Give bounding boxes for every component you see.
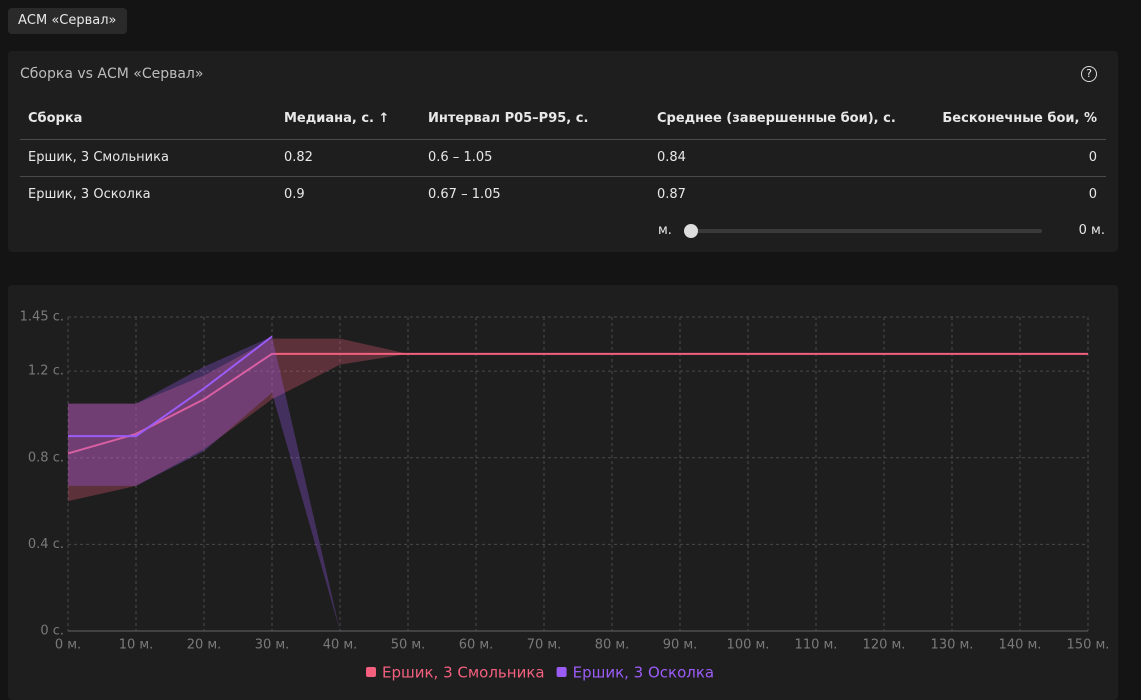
- table-cell: 0.6 – 1.05: [428, 150, 493, 165]
- x-tick-label: 120 м.: [863, 638, 906, 653]
- table-cell[interactable]: 0.82: [284, 150, 313, 165]
- x-tick-label: 10 м.: [119, 638, 154, 653]
- x-tick-label: 150 м.: [1067, 638, 1110, 653]
- table-cell: 0: [1088, 150, 1097, 165]
- y-tick-label: 0.4 с.: [28, 537, 64, 552]
- table-cell: Ершик, 3 Смольника: [28, 150, 169, 165]
- source-tag[interactable]: АСМ «Сервал»: [8, 8, 127, 34]
- slider-value-label: 0 м.: [1078, 223, 1105, 238]
- legend-label: Ершик, 3 Смольника: [382, 664, 545, 682]
- separator: [20, 176, 1106, 177]
- y-tick-label: 1.45 с.: [20, 310, 64, 325]
- column-header: Сборка: [28, 111, 83, 126]
- x-tick-label: 40 м.: [323, 638, 358, 653]
- legend-swatch: [556, 667, 567, 677]
- table-cell: 0.84: [657, 150, 686, 165]
- column-header: Среднее (завершенные бои), с.: [657, 111, 896, 126]
- table-cell[interactable]: 0.9: [284, 187, 305, 202]
- slider-knob[interactable]: [684, 224, 698, 238]
- x-tick-label: 0 м.: [55, 638, 81, 653]
- x-tick-label: 20 м.: [187, 638, 222, 653]
- column-header: Интервал P05–P95, с.: [428, 111, 589, 126]
- x-tick-label: 90 м.: [663, 638, 698, 653]
- x-tick-label: 70 м.: [527, 638, 562, 653]
- legend-swatch: [366, 667, 376, 677]
- x-tick-label: 60 м.: [459, 638, 494, 653]
- legend-label: Ершик, 3 Осколка: [573, 664, 715, 682]
- x-tick-label: 110 м.: [795, 638, 838, 653]
- x-tick-label: 140 м.: [999, 638, 1042, 653]
- band-area: [68, 336, 340, 631]
- median-line: [67, 352, 1088, 455]
- column-header: Бесконечные бои, %: [942, 111, 1097, 126]
- slider-min-label: м.: [658, 223, 672, 238]
- y-tick-label: 1.2 с.: [28, 364, 64, 379]
- table-cell: 0.67 – 1.05: [428, 187, 501, 202]
- x-tick-label: 80 м.: [595, 638, 630, 653]
- x-tick-label: 50 м.: [391, 638, 426, 653]
- separator: [20, 139, 1106, 140]
- table-panel: [8, 51, 1118, 252]
- panel-title: Сборка vs АСМ «Сервал»: [20, 66, 204, 82]
- help-icon[interactable]: ?: [1081, 66, 1097, 82]
- x-tick-label: 100 м.: [727, 638, 770, 653]
- table-cell: Ершик, 3 Осколка: [28, 187, 151, 202]
- y-tick-label: 0 с.: [40, 624, 64, 639]
- table-cell: 0: [1088, 187, 1097, 202]
- column-header[interactable]: Медиана, с. ↑: [284, 111, 390, 126]
- y-tick-label: 0.8 с.: [28, 450, 64, 465]
- x-tick-label: 130 м.: [931, 638, 974, 653]
- slider-track[interactable]: [690, 229, 1042, 233]
- x-tick-label: 30 м.: [255, 638, 290, 653]
- table-cell: 0.87: [657, 187, 686, 202]
- median-line: [68, 335, 273, 438]
